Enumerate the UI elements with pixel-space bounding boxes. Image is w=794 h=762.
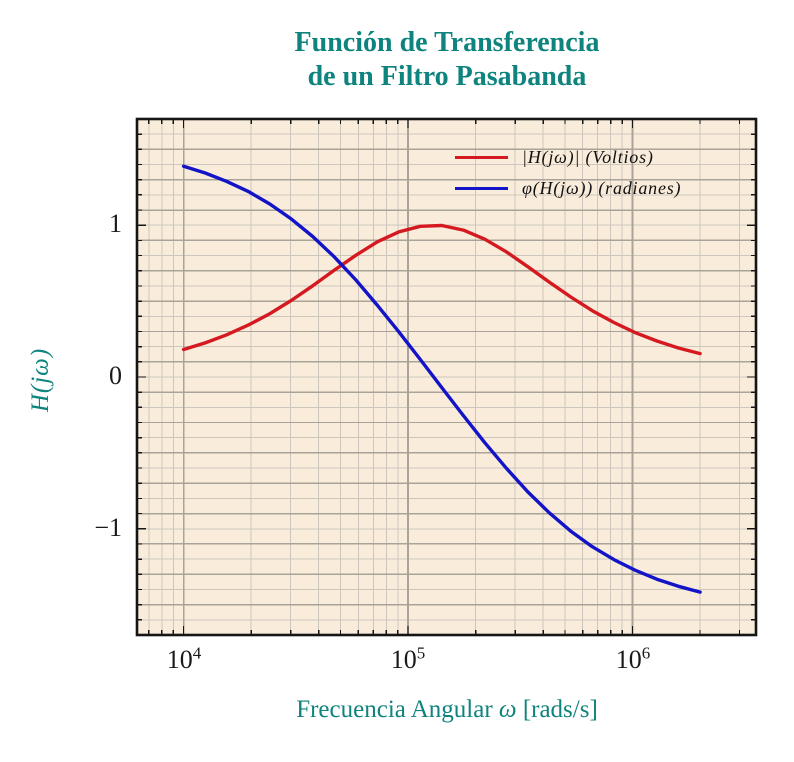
y-tick-label-1: 1 bbox=[109, 209, 122, 238]
x-tick-base: 10 bbox=[166, 645, 193, 674]
x-axis-label-units: [rads/s] bbox=[522, 696, 598, 723]
x-tick-label-1e4: 104 bbox=[129, 643, 239, 674]
magnitude-curve bbox=[181, 223, 702, 356]
y-tick-label-0: 0 bbox=[109, 361, 122, 390]
legend-item-phase: φ(H(jω)) (radianes) bbox=[455, 175, 681, 201]
x-tick-base: 10 bbox=[390, 645, 417, 674]
x-axis-label-text: Frecuencia Angular bbox=[296, 696, 493, 723]
legend: |H(jω)| (Voltios) φ(H(jω)) (radianes) bbox=[455, 144, 681, 206]
legend-label-phase: φ(H(jω)) (radianes) bbox=[522, 177, 682, 198]
omega-symbol: ω bbox=[498, 696, 517, 723]
chart-title: Función de Transferencia de un Filtro Pa… bbox=[117, 26, 777, 94]
y-axis-label: H(jω) bbox=[27, 347, 54, 413]
magnitude-line-swatch bbox=[455, 155, 508, 159]
x-axis-label: Frecuencia Angular ω [rads/s] bbox=[117, 696, 777, 724]
x-tick-exponent: 4 bbox=[192, 643, 202, 663]
x-tick-exponent: 5 bbox=[416, 643, 426, 663]
phase-curve bbox=[181, 164, 702, 594]
chart-title-line2: de un Filtro Pasabanda bbox=[307, 61, 587, 92]
y-tick-label-neg1: −1 bbox=[94, 513, 122, 542]
legend-item-magnitude: |H(jω)| (Voltios) bbox=[455, 144, 681, 170]
phase-line-swatch bbox=[455, 186, 508, 190]
x-tick-label-1e5: 105 bbox=[353, 643, 463, 674]
x-tick-base: 10 bbox=[615, 645, 642, 674]
legend-label-magnitude: |H(jω)| (Voltios) bbox=[522, 146, 654, 167]
chart-title-line1: Función de Transferencia bbox=[294, 27, 600, 58]
x-tick-exponent: 6 bbox=[641, 643, 651, 663]
x-tick-label-1e6: 106 bbox=[578, 643, 688, 674]
